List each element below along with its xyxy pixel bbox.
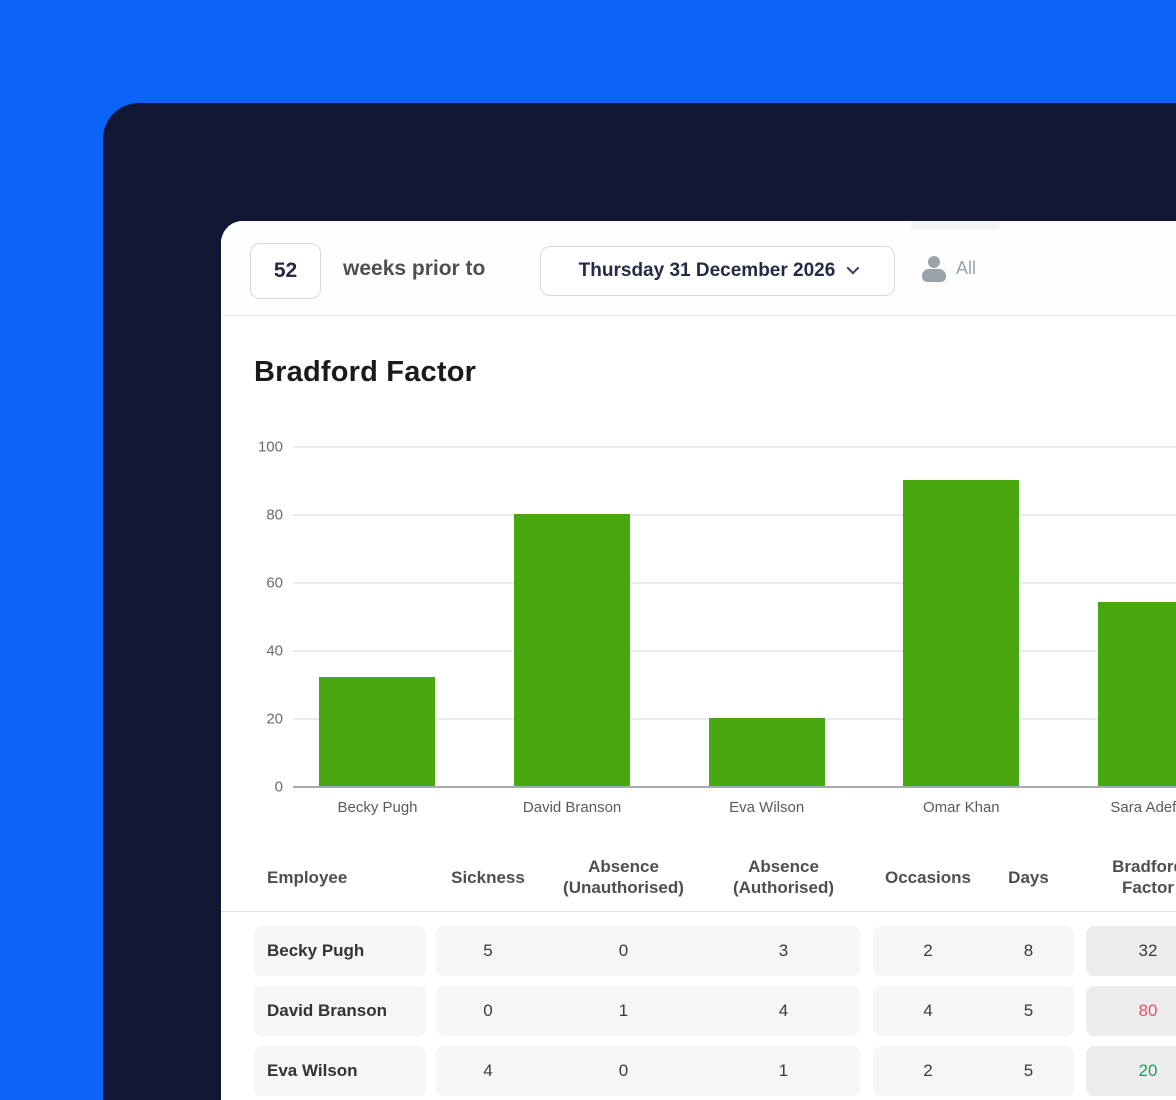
y-axis-tick-label: 20 bbox=[266, 710, 283, 728]
gridline bbox=[293, 650, 1176, 652]
chart-bar bbox=[708, 718, 825, 786]
chart-bar bbox=[319, 677, 436, 786]
chart-bar bbox=[1097, 602, 1176, 786]
gridline bbox=[293, 582, 1176, 584]
absence-unauthorised-value: 0 bbox=[618, 1061, 629, 1080]
col-header-occasions: Occasions bbox=[885, 867, 971, 887]
sickness-value: 5 bbox=[483, 941, 493, 960]
x-axis-category-label: Sara Adefope bbox=[1110, 799, 1176, 816]
table-row: Becky Pugh 5 0 3 2 8 32 bbox=[221, 926, 1176, 976]
occasions-value: 4 bbox=[923, 1001, 933, 1020]
date-dropdown-value: Thursday 31 December 2026 bbox=[578, 260, 836, 281]
bradford-factor-value: 20 bbox=[1138, 1061, 1158, 1080]
app-panel: 52 weeks prior to Thursday 31 December 2… bbox=[221, 221, 1176, 1100]
days-value: 5 bbox=[1023, 1061, 1034, 1080]
chart-bar bbox=[903, 480, 1020, 786]
table-row: David Branson 0 1 4 4 5 80 bbox=[221, 986, 1176, 1036]
x-axis-category-label: Eva Wilson bbox=[729, 799, 805, 816]
absence-authorised-value: 4 bbox=[778, 1001, 789, 1020]
employee-name: David Branson bbox=[254, 986, 426, 1036]
absence-authorised-value: 1 bbox=[778, 1061, 789, 1080]
table-body: Becky Pugh 5 0 3 2 8 32 David Branson 0 … bbox=[221, 926, 1176, 1100]
y-axis-tick-label: 0 bbox=[274, 778, 283, 796]
y-axis-tick-label: 40 bbox=[266, 642, 283, 660]
chart-bar bbox=[513, 514, 630, 786]
occasions-value: 2 bbox=[923, 1061, 933, 1080]
col-header-sickness: Sickness bbox=[451, 867, 525, 887]
sickness-value: 4 bbox=[483, 1061, 493, 1080]
employee-scope-filter[interactable]: All bbox=[921, 221, 976, 316]
table-row: Eva Wilson 4 0 1 2 5 20 bbox=[221, 1046, 1176, 1096]
y-axis-tick-label: 100 bbox=[257, 438, 283, 456]
bradford-factor-value: 32 bbox=[1138, 941, 1158, 960]
y-axis-tick-label: 60 bbox=[266, 574, 283, 592]
col-header-absence-authorised: Absence (Authorised) bbox=[732, 857, 835, 897]
date-dropdown[interactable]: Thursday 31 December 2026 bbox=[540, 246, 895, 296]
gridline bbox=[293, 514, 1176, 516]
x-axis-category-label: Omar Khan bbox=[922, 799, 1000, 816]
scope-label: All bbox=[956, 258, 977, 278]
days-value: 5 bbox=[1023, 1001, 1034, 1020]
bradford-factor-value: 80 bbox=[1138, 1001, 1158, 1020]
absence-unauthorised-value: 1 bbox=[618, 1001, 629, 1020]
absence-authorised-value: 3 bbox=[778, 941, 789, 960]
col-header-days: Days bbox=[1008, 867, 1049, 887]
bradford-table: Employee Sickness Absence (Unauthorised)… bbox=[221, 843, 1176, 1100]
scroll-notch bbox=[911, 221, 1000, 230]
col-header-bradford-factor: Bradford Factor bbox=[1112, 857, 1176, 897]
device-frame: 52 weeks prior to Thursday 31 December 2… bbox=[103, 103, 1176, 1100]
y-axis-tick-label: 80 bbox=[266, 506, 283, 524]
bar-chart: 0 20 40 60 80 100 Becky Pugh David Branson Eva W… bbox=[221, 221, 1176, 841]
occasions-value: 2 bbox=[923, 941, 933, 960]
employee-name: Becky Pugh bbox=[254, 926, 426, 976]
days-value: 8 bbox=[1023, 941, 1034, 960]
x-axis-category-label: Becky Pugh bbox=[337, 799, 418, 816]
table-header-row: Employee Sickness Absence (Unauthorised)… bbox=[221, 843, 1176, 912]
sickness-value: 0 bbox=[483, 1001, 493, 1020]
absence-unauthorised-value: 0 bbox=[618, 941, 629, 960]
page-title: Bradford Factor bbox=[254, 356, 477, 388]
filter-toolbar: 52 weeks prior to Thursday 31 December 2… bbox=[221, 221, 1176, 316]
gridline bbox=[293, 446, 1176, 448]
x-axis-line bbox=[293, 786, 1176, 788]
weeks-prior-label: weeks prior to bbox=[343, 256, 486, 280]
col-header-absence-unauthorised: Absence (Unauthorised) bbox=[563, 857, 684, 897]
weeks-input[interactable]: 52 bbox=[250, 243, 321, 299]
employee-name: Eva Wilson bbox=[254, 1046, 426, 1096]
col-header-employee: Employee bbox=[267, 867, 348, 887]
x-axis-category-label: David Branson bbox=[522, 799, 622, 816]
person-icon bbox=[921, 255, 947, 282]
